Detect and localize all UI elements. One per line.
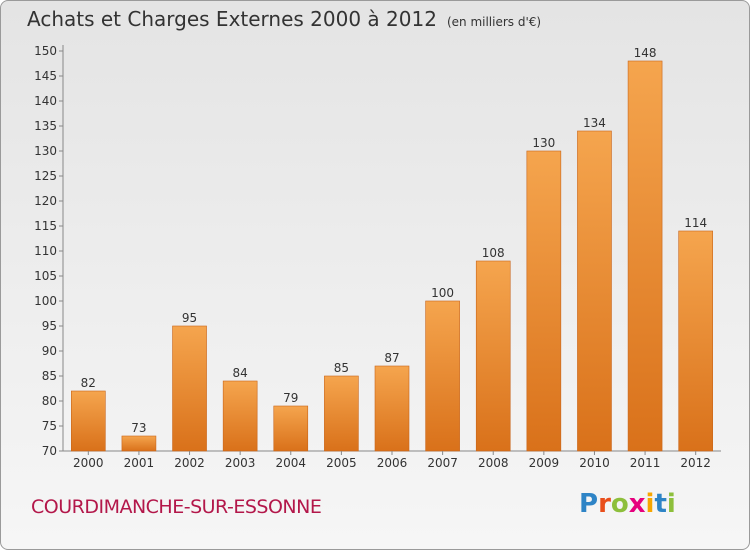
logo-letter: P xyxy=(579,489,599,519)
data-label: 114 xyxy=(684,216,707,230)
logo-letter: i xyxy=(645,489,655,519)
logo-letter: r xyxy=(598,489,611,519)
x-tick-label: 2000 xyxy=(73,456,104,470)
y-tick-label: 75 xyxy=(42,419,57,433)
x-tick-label: 2009 xyxy=(529,456,560,470)
bar xyxy=(627,60,663,452)
y-tick-label: 125 xyxy=(34,169,57,183)
y-tick-label: 90 xyxy=(42,344,57,358)
place-name: COURDIMANCHE-SUR-ESSONNE xyxy=(31,496,322,518)
bar xyxy=(425,300,460,452)
data-label: 148 xyxy=(634,46,657,60)
x-tick-label: 2010 xyxy=(579,456,610,470)
x-tick-label: 2008 xyxy=(478,456,509,470)
logo-letter: i xyxy=(666,489,676,519)
y-tick-label: 85 xyxy=(42,369,57,383)
x-tick-label: 2002 xyxy=(174,456,205,470)
logo-letter: x xyxy=(628,489,646,519)
bar xyxy=(577,130,612,452)
data-label: 84 xyxy=(233,366,248,380)
y-tick-label: 135 xyxy=(34,119,57,133)
x-tick-label: 2012 xyxy=(680,456,711,470)
bar xyxy=(324,375,359,452)
y-tick-label: 110 xyxy=(34,244,57,258)
x-tick-label: 2006 xyxy=(377,456,408,470)
bar xyxy=(273,405,309,452)
y-tick-label: 115 xyxy=(34,219,57,233)
y-tick-label: 130 xyxy=(34,144,57,158)
chart-title: Achats et Charges Externes 2000 à 2012 (e… xyxy=(27,7,541,31)
data-label: 79 xyxy=(283,391,298,405)
data-label: 95 xyxy=(182,311,197,325)
y-tick-label: 105 xyxy=(34,269,57,283)
data-label: 82 xyxy=(81,376,96,390)
bar xyxy=(71,390,106,452)
bar xyxy=(222,380,258,452)
logo-letter: t xyxy=(654,489,667,519)
x-tick-label: 2007 xyxy=(427,456,458,470)
bar xyxy=(172,325,207,452)
data-label: 87 xyxy=(384,351,399,365)
bar xyxy=(678,230,713,452)
y-tick-label: 120 xyxy=(34,194,57,208)
data-label: 73 xyxy=(131,421,146,435)
y-tick-label: 150 xyxy=(34,44,57,58)
data-label: 100 xyxy=(431,286,454,300)
bar xyxy=(121,435,157,452)
x-tick-label: 2003 xyxy=(225,456,256,470)
x-tick-label: 2005 xyxy=(326,456,357,470)
data-label: 130 xyxy=(532,136,555,150)
bar xyxy=(374,365,410,452)
chart-title-text: Achats et Charges Externes 2000 à 2012 xyxy=(27,7,437,31)
y-tick-label: 140 xyxy=(34,94,57,108)
bar xyxy=(526,150,562,452)
x-tick-label: 2011 xyxy=(630,456,661,470)
bar xyxy=(475,260,511,452)
data-label: 134 xyxy=(583,116,606,130)
logo-letter: o xyxy=(610,489,629,519)
y-tick-label: 80 xyxy=(42,394,57,408)
y-tick-label: 145 xyxy=(34,69,57,83)
x-tick-label: 2004 xyxy=(275,456,306,470)
y-tick-label: 95 xyxy=(42,319,57,333)
proxiti-logo: Proxiti xyxy=(579,489,676,519)
y-tick-label: 70 xyxy=(42,444,57,458)
x-tick-label: 2001 xyxy=(124,456,155,470)
chart-unit: (en milliers d'€) xyxy=(446,15,542,29)
data-label: 85 xyxy=(334,361,349,375)
data-label: 108 xyxy=(482,246,505,260)
y-tick-label: 100 xyxy=(34,294,57,308)
